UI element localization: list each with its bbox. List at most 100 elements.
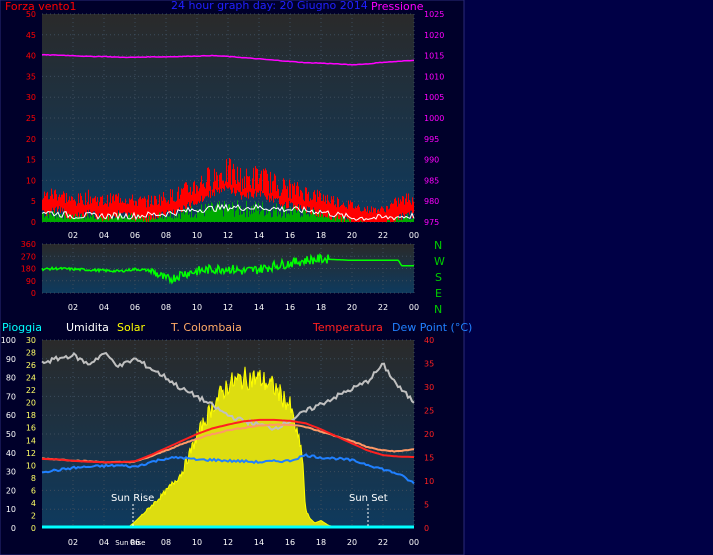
solar-y-tick: 12 [26,449,36,458]
direction-x-tick: 20 [347,303,357,312]
wind-x-tick: 18 [316,231,326,240]
legend-solar: Solar [117,321,146,334]
direction-x-tick: 16 [285,303,295,312]
pressure-y-tick: 1010 [424,72,444,81]
wind-y-tick: 15 [26,156,36,165]
solar-y-tick: 24 [26,374,36,383]
wind-y-tick: 40 [26,52,36,61]
wind-x-tick: 02 [68,231,78,240]
temperature-series [41,351,415,529]
temperature-x-tick: 04 [99,538,109,547]
humidity-y-tick: 10 [6,505,16,514]
wind-y-tick: 5 [31,197,36,206]
solar-y-tick: 26 [26,361,36,370]
humidity-y-tick: 100 [1,336,16,345]
direction-y-tick: 0 [31,289,36,298]
direction-x-tick: 14 [254,303,264,312]
direction-x-tick: 22 [378,303,388,312]
solar-y-tick: 16 [26,424,36,433]
direction-x-tick: 08 [161,303,171,312]
solar-y-tick: 0 [31,524,36,533]
humidity-y-tick: 40 [6,449,16,458]
temperature-y-tick: 25 [424,407,434,416]
temperature-y-tick: 5 [424,501,429,510]
pressure-line [41,53,415,66]
compass-n-top: N [434,239,442,252]
direction-x-tick: 00 [409,303,419,312]
wind-y-tick: 30 [26,93,36,102]
legend-humidity: Umidita [66,321,109,334]
humidity-y-tick: 70 [6,392,16,401]
temperature-x-tick: 12 [223,538,233,547]
temperature-y-tick: 35 [424,360,434,369]
temperature-y-tick: 15 [424,454,434,463]
humidity-line [41,351,415,431]
direction-y-tick: 180 [21,265,36,274]
wind-y-tick: 25 [26,114,36,123]
pressure-y-tick: 995 [424,135,439,144]
sunset-label: Sun Set [349,493,388,504]
temperature-x-tick: 06 [130,538,140,547]
pressure-y-tick: 1025 [424,10,444,19]
pressure-y-tick: 975 [424,218,439,227]
direction-line [41,253,414,285]
temperature-x-tick: 16 [285,538,295,547]
temperature-x-tick: 10 [192,538,202,547]
sunrise-label: Sun Rise [111,493,154,504]
direction-x-tick: 06 [130,303,140,312]
wind-mean-line [41,203,415,222]
wind-x-tick: 08 [161,231,171,240]
humidity-y-tick: 30 [6,468,16,477]
temperature-x-tick: Sun Rise [115,539,145,547]
axes-text: 0510152025303540455097598098599099510001… [1,10,445,547]
temperature-y-tick: 20 [424,430,434,439]
wind-series [41,53,415,222]
wind-y-tick: 50 [26,10,36,19]
pressure-y-tick: 980 [424,197,439,206]
wind-y-tick: 0 [31,218,36,227]
legend-rain: Pioggia [2,321,42,334]
temperature-y-tick: 40 [424,336,434,345]
pressure-y-tick: 985 [424,176,439,185]
pressure-y-tick: 990 [424,156,439,165]
wind-y-tick: 45 [26,31,36,40]
direction-x-tick: 04 [99,303,109,312]
temperature-x-tick: 20 [347,538,357,547]
solar-y-tick: 14 [26,436,36,445]
wind-x-tick: 12 [223,231,233,240]
solar-y-tick: 8 [31,474,36,483]
temperature-x-tick: 02 [68,538,78,547]
wind-x-tick: 14 [254,231,264,240]
temperature-y-tick: 30 [424,383,434,392]
temperature-x-tick: 18 [316,538,326,547]
solar-y-tick: 4 [31,499,36,508]
wind-x-tick: 22 [378,231,388,240]
humidity-y-tick: 80 [6,374,16,383]
solar-y-tick: 22 [26,386,36,395]
wind-grid [42,13,415,223]
solar-y-tick: 30 [26,336,36,345]
wind-x-tick: 00 [409,231,419,240]
humidity-y-tick: 50 [6,430,16,439]
legend-temperature: Temperatura [312,321,383,334]
humidity-y-tick: 0 [11,524,16,533]
compass-e: E [435,287,442,300]
temperature-x-tick: 22 [378,538,388,547]
pressure-y-tick: 1005 [424,93,444,102]
wind-x-tick: 06 [130,231,140,240]
temperature-x-tick: 14 [254,538,264,547]
wind-x-tick: 10 [192,231,202,240]
direction-x-tick: 10 [192,303,202,312]
humidity-y-tick: 60 [6,411,16,420]
solar-y-tick: 18 [26,411,36,420]
pressure-y-tick: 1020 [424,31,444,40]
dewpoint-line [41,453,415,485]
solar-y-tick: 28 [26,349,36,358]
temperature-y-tick: 0 [424,524,429,533]
solar-y-tick: 2 [31,511,36,520]
pressure-y-tick: 1015 [424,52,444,61]
temperature-line [41,418,414,464]
temperature-y-tick: 10 [424,477,434,486]
wind-x-tick: 20 [347,231,357,240]
